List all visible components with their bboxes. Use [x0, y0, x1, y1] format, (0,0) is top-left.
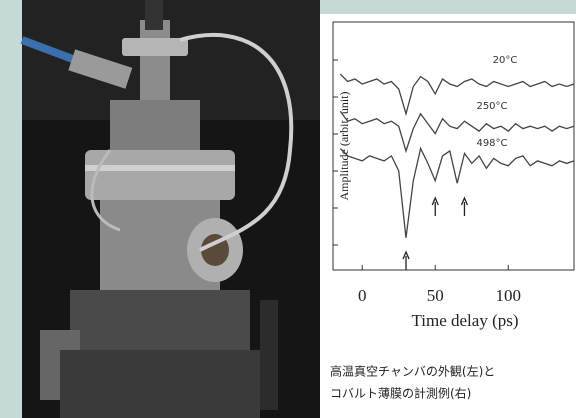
photo — [20, 0, 320, 418]
caption-line: コバルト薄膜の計測例(右) — [330, 386, 471, 401]
x-tick-label: 0 — [358, 286, 367, 305]
series-line — [339, 73, 575, 117]
panel — [320, 14, 576, 418]
arrow — [460, 196, 469, 216]
arrow — [402, 250, 410, 270]
plot-frame — [332, 21, 575, 271]
arrow — [431, 196, 439, 216]
series-label: 20°C — [493, 55, 518, 66]
x-tick-label: 100 — [496, 286, 522, 305]
x-tick-label: 50 — [427, 286, 444, 305]
series-line — [339, 146, 575, 238]
y-axis-label: Amplitude (arbit. unit) — [337, 92, 351, 201]
series-label: 250°C — [476, 101, 507, 112]
x-axis-label: Time delay (ps) — [411, 311, 518, 330]
caption-line: 高温真空チャンバの外観(左)と — [330, 364, 495, 379]
series-label: 498°C — [476, 138, 507, 149]
series-line — [339, 110, 575, 154]
chart: Time delay (ps) Amplitude (arbit. unit) … — [332, 21, 575, 330]
